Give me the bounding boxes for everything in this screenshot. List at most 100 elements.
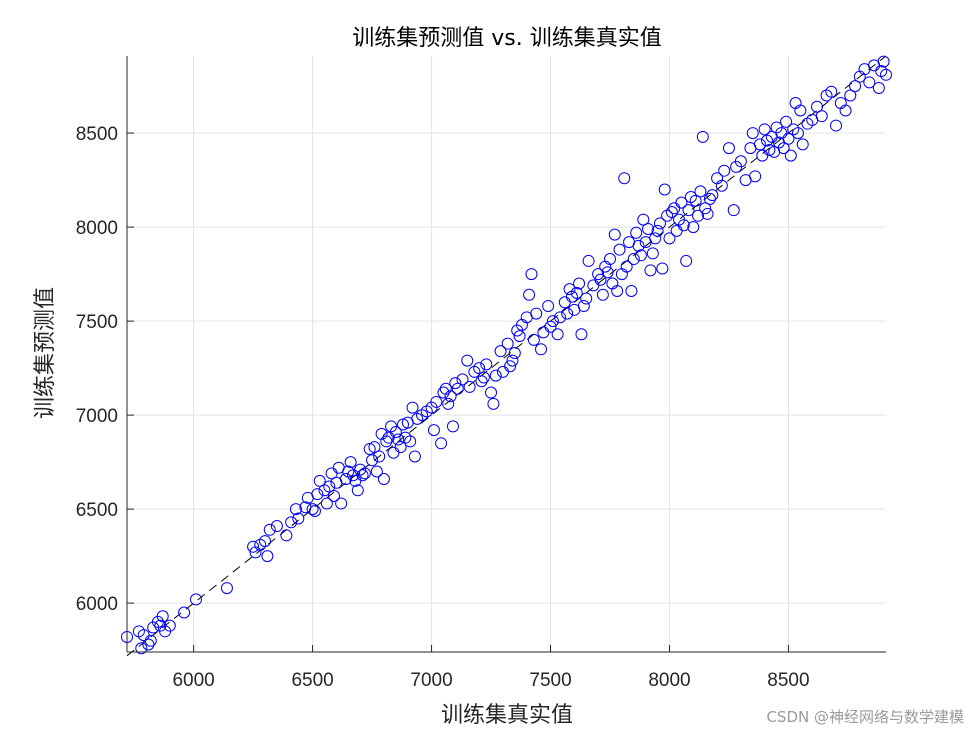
data-point [746, 127, 759, 140]
data-point [661, 209, 674, 222]
data-point [554, 311, 567, 324]
data-point [156, 610, 169, 623]
data-point [575, 328, 588, 341]
data-points [121, 55, 892, 655]
data-point [289, 503, 302, 516]
chart-title: 训练集预测值 vs. 训练集真实值 [352, 26, 661, 51]
data-point [692, 209, 705, 222]
data-point [863, 76, 876, 89]
data-point [872, 81, 885, 94]
data-point [649, 232, 662, 245]
data-point [399, 431, 412, 444]
data-point [368, 441, 381, 454]
data-point [494, 345, 507, 358]
data-point [259, 535, 271, 548]
data-point [551, 328, 564, 341]
data-point [530, 307, 543, 320]
data-point [558, 296, 571, 309]
data-point [615, 268, 628, 281]
data-point [734, 155, 747, 168]
data-point [508, 347, 521, 360]
data-point [261, 550, 274, 563]
data-point [496, 365, 509, 378]
data-point [651, 224, 664, 237]
data-point [780, 115, 793, 128]
data-point [815, 110, 828, 123]
data-point [791, 127, 804, 140]
data-point [820, 89, 833, 102]
data-point [320, 497, 333, 510]
y-tick-label: 7500 [76, 312, 118, 333]
data-point [627, 253, 640, 266]
data-point [404, 435, 417, 448]
x-tick-label: 8000 [648, 670, 690, 691]
x-axis-title: 训练集真实值 [441, 703, 573, 728]
data-point [582, 254, 595, 267]
data-point [285, 516, 298, 529]
data-point [451, 382, 464, 395]
y-axis-title: 训练集预测值 [33, 287, 58, 419]
data-point [753, 138, 766, 151]
data-point [501, 337, 514, 350]
data-point [254, 538, 267, 551]
data-point [777, 142, 790, 155]
x-tick-label: 7000 [410, 670, 452, 691]
data-point [844, 89, 857, 102]
data-point [756, 149, 769, 162]
data-point [594, 273, 607, 286]
data-point [292, 512, 305, 525]
data-point [834, 97, 847, 110]
data-point [506, 354, 519, 367]
data-point [344, 456, 357, 469]
data-point [711, 172, 724, 185]
data-point [642, 222, 655, 235]
data-point [380, 435, 393, 448]
reference-line [126, 55, 887, 657]
data-point [163, 619, 176, 632]
x-tick-label: 6500 [291, 670, 333, 691]
data-point [699, 202, 712, 215]
data-point [694, 185, 707, 198]
data-point [570, 286, 583, 299]
data-point [687, 221, 700, 234]
data-point [696, 130, 709, 143]
data-point [513, 330, 526, 343]
data-point [546, 315, 559, 328]
data-point [677, 219, 690, 232]
data-point [487, 397, 500, 410]
data-point [142, 638, 155, 651]
data-point [596, 288, 609, 301]
y-tick-label: 8000 [76, 218, 118, 239]
data-point [839, 104, 852, 117]
y-tick-label: 6500 [76, 500, 118, 521]
data-point [644, 264, 657, 277]
data-point [449, 377, 462, 390]
data-point [375, 427, 388, 440]
data-point [339, 473, 352, 486]
data-point [634, 249, 647, 262]
data-point [463, 380, 476, 393]
data-point [825, 85, 838, 98]
data-point [749, 170, 762, 183]
data-point [625, 285, 638, 298]
x-tick-label: 7500 [529, 670, 571, 691]
data-point [190, 593, 202, 606]
data-point [587, 279, 600, 292]
data-point [535, 343, 547, 356]
data-point [456, 373, 469, 386]
data-point [784, 149, 797, 162]
data-point [880, 68, 892, 81]
data-point [313, 474, 326, 487]
data-point [475, 375, 488, 388]
x-tick-label: 6000 [172, 670, 214, 691]
data-point [789, 97, 802, 110]
data-point [306, 503, 319, 516]
data-point [637, 213, 650, 226]
data-point [608, 228, 621, 241]
data-point [680, 254, 693, 267]
data-point [611, 285, 624, 298]
data-point [435, 437, 448, 450]
data-point [718, 164, 731, 177]
data-point [544, 320, 557, 333]
axes [126, 56, 886, 653]
